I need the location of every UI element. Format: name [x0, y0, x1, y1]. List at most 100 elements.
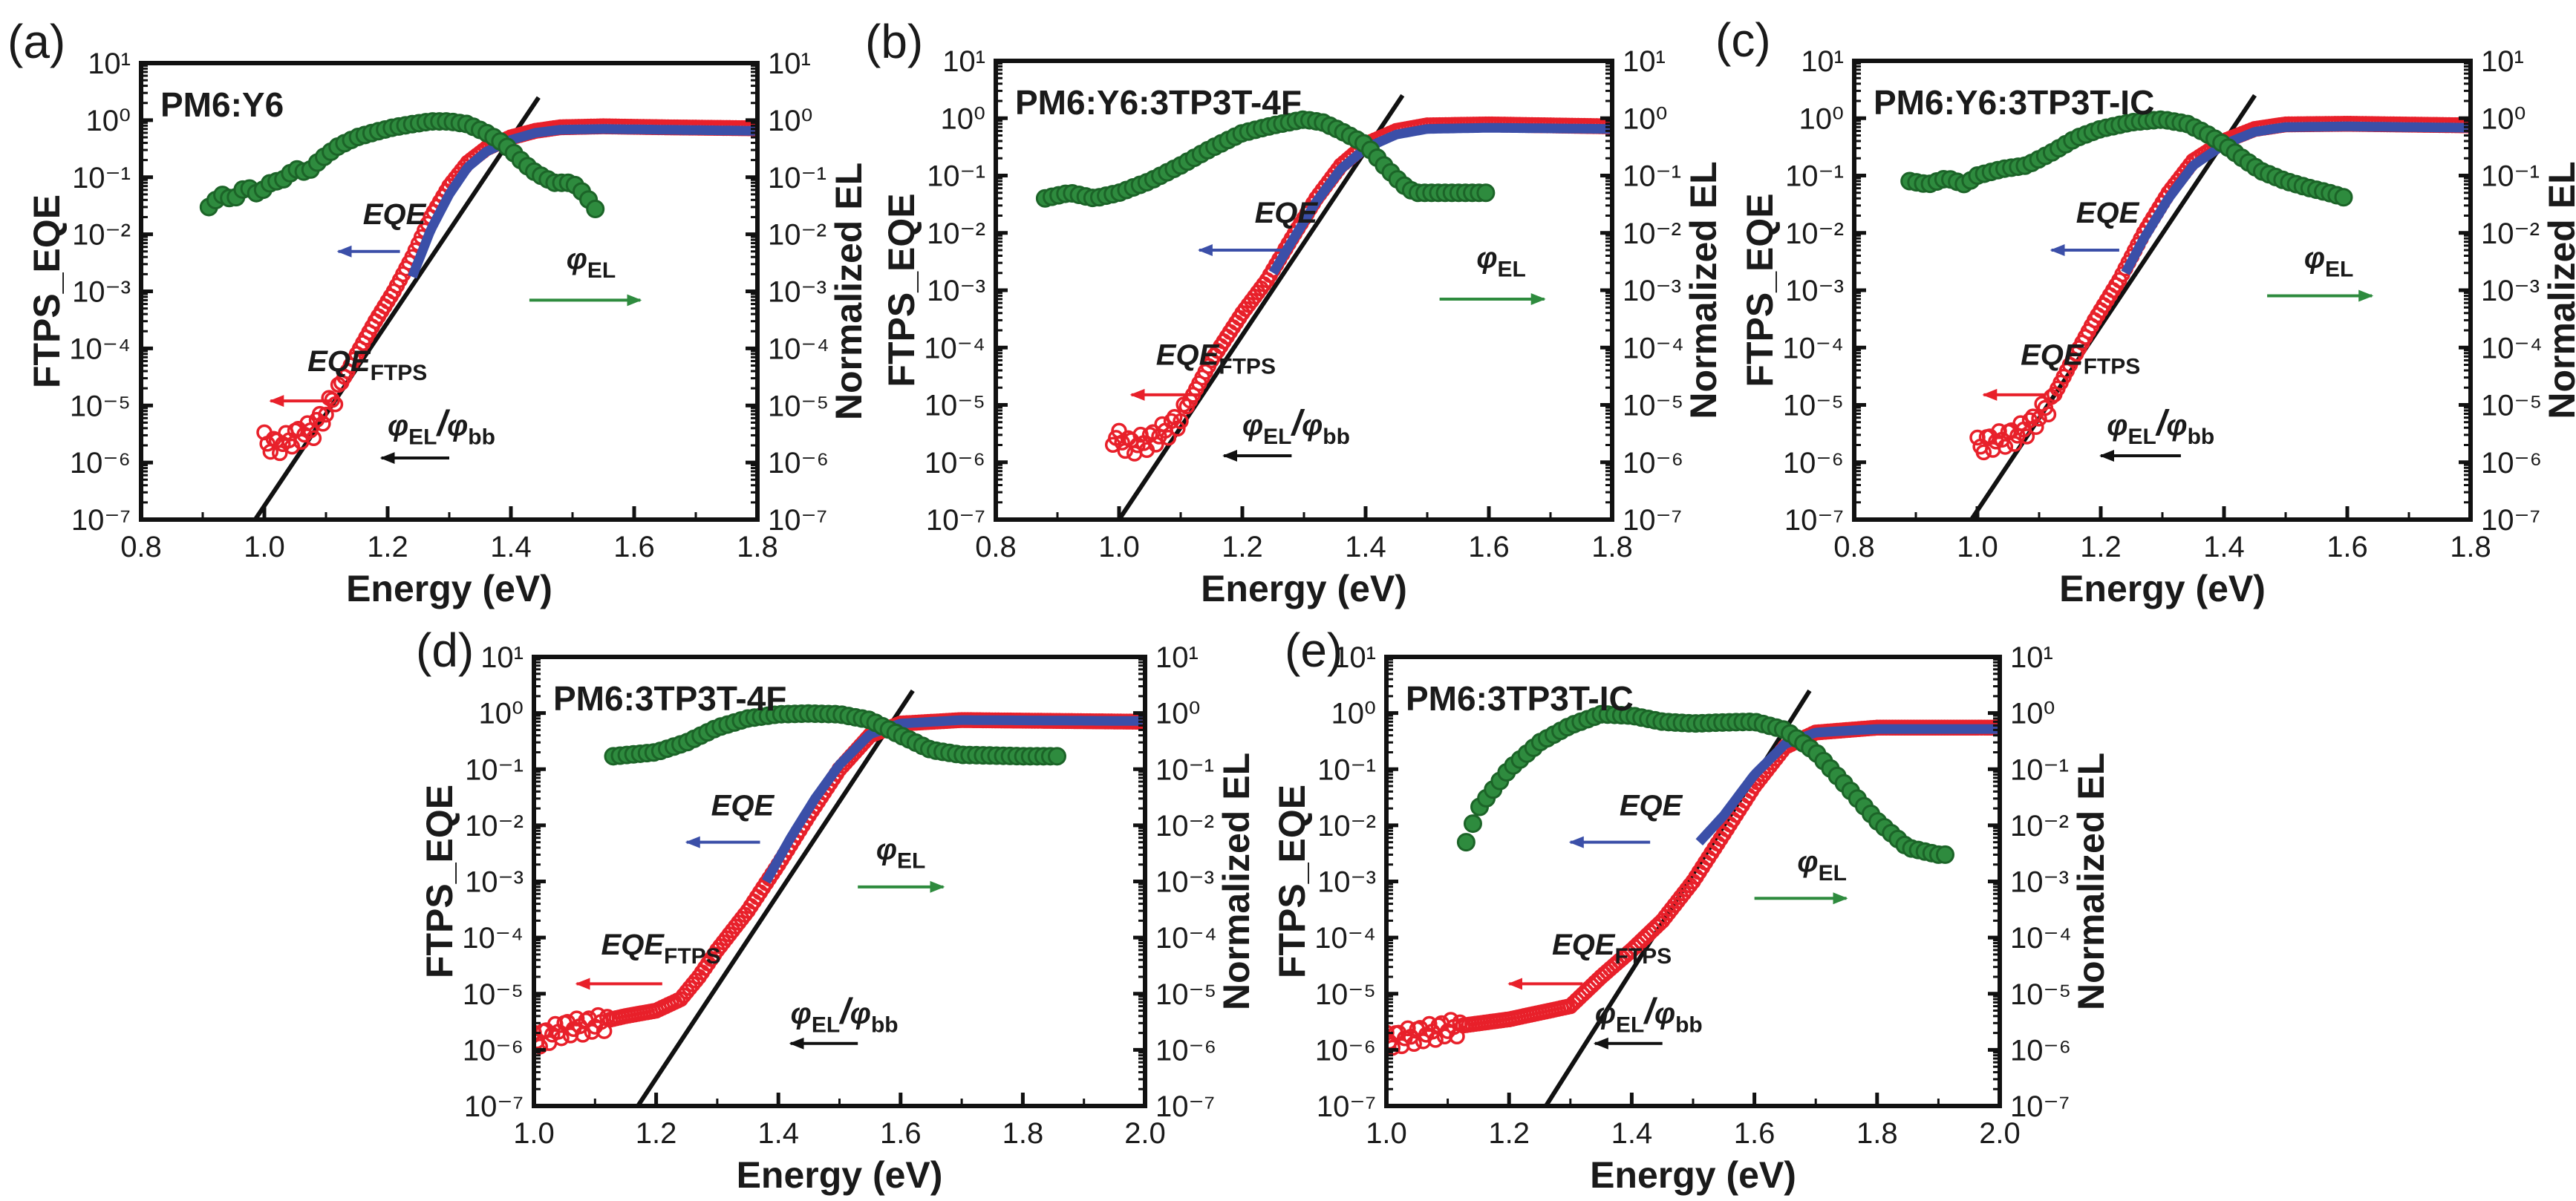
y-tick-label: 10⁻²: [465, 810, 524, 842]
y-tick-label: 10⁻²: [1317, 810, 1376, 842]
eqe-ftps-point: [2028, 419, 2044, 435]
annotation: φEL /φbb: [1222, 404, 1350, 462]
y-tick-label: 10⁻³: [465, 866, 524, 899]
y-tick-label-right: 10⁻⁷: [1155, 1090, 1215, 1123]
annotation-text: /: [2155, 404, 2170, 443]
y-tick-label: 10⁻¹: [72, 162, 131, 194]
annotation-label: φEL: [1476, 241, 1525, 281]
annotation-label: EQE: [711, 790, 775, 822]
y-tick-label-right: 10⁻⁵: [2481, 390, 2542, 422]
y-tick-label-right: 10⁻⁴: [1623, 332, 1684, 364]
annotation-text: EQE: [1156, 339, 1220, 372]
y-tick-label: 10⁻²: [72, 219, 131, 252]
y-tick-label-right: 10⁰: [2010, 698, 2055, 730]
x-tick-label: 1.0: [1957, 531, 1998, 563]
x-tick-label: 0.8: [1833, 531, 1875, 563]
annotation-text: φ: [850, 997, 871, 1030]
y-tick-label: 10⁻⁵: [463, 978, 524, 1011]
y-tick-label: 10⁰: [478, 698, 524, 730]
y-tick-label-right: 10⁻²: [768, 219, 826, 252]
x-tick-label: 1.8: [1002, 1117, 1044, 1150]
y-tick-label-right: 10⁻⁶: [1623, 447, 1683, 480]
annotation-text: φ: [2107, 409, 2127, 442]
y-tick-label-right: 10¹: [2010, 641, 2053, 674]
x-tick-label: 1.0: [1366, 1117, 1407, 1150]
y-tick-label-right: 10⁻²: [1623, 217, 1681, 250]
annotation-text: /: [1643, 992, 1658, 1031]
el-point: [1476, 183, 1496, 203]
x-axis-title: Energy (eV): [737, 1154, 943, 1196]
annotation-text: φ: [791, 997, 812, 1030]
y-axis-title: FTPS_EQE: [26, 194, 68, 388]
eqe-ftps-point: [2018, 428, 2035, 445]
y-tick-label-right: 10⁻⁶: [768, 447, 829, 480]
y-tick-label-right: 10⁰: [2481, 102, 2526, 135]
panel-b: (b) 10¹ 10¹ 10⁰ 10⁰ 10⁻¹ 10⁻¹ 10⁻² 10⁻² 10⁻³ 10⁻³ 1…: [865, 15, 1724, 609]
panel-c: (c) 10¹ 10¹ 10⁰ 10⁰ 10⁻¹ 10⁻¹ 10⁻² 10⁻² 10⁻³ 10⁻³ 1…: [1715, 13, 2576, 609]
y-tick-label-right: 10⁻³: [1623, 275, 1681, 307]
eqe-ftps-point: [318, 406, 334, 423]
y-tick-label: 10⁻¹: [1785, 160, 1844, 193]
annotation: EQEFTPS: [1507, 929, 1672, 990]
x-tick-label: 1.6: [880, 1117, 922, 1150]
annotation-subscript: EL: [1263, 425, 1291, 449]
eqe-ftps-point: [1975, 444, 1992, 461]
annotation-text: EQE: [2021, 339, 2084, 372]
eqe-ftps-point: [2040, 406, 2057, 422]
y-tick-label-right: 10⁻⁷: [2481, 504, 2540, 537]
y-tick-label-right: 10⁰: [1623, 102, 1668, 135]
x-tick-label: 1.8: [737, 531, 778, 563]
x-tick-label: 2.0: [1124, 1117, 1166, 1150]
y-tick-label: 10⁻⁶: [1315, 1034, 1376, 1067]
annotation-label: EQE: [2076, 197, 2140, 229]
y-tick-label: 10⁻⁵: [1315, 978, 1376, 1011]
annotation-label: EQE: [1620, 790, 1683, 822]
y-axis-title-right: Normalized EL: [1683, 161, 1724, 419]
annotation-label: EQEFTPS: [307, 345, 427, 385]
y-tick-label-right: 10⁻²: [1155, 810, 1214, 842]
x-tick-label: 1.4: [757, 1117, 799, 1150]
annotation-label: EQE: [1255, 197, 1319, 229]
annotation-subscript: FTPS: [1219, 355, 1276, 379]
annotation: φEL: [2267, 241, 2374, 302]
annotation-text: EQE: [363, 198, 427, 231]
eqe-ftps-point: [311, 405, 328, 422]
y-tick-label: 10⁻⁷: [926, 504, 985, 537]
annotation-text: φ: [1302, 409, 1323, 442]
annotation: EQE: [2050, 197, 2140, 257]
y-tick-label-right: 10⁻¹: [768, 162, 826, 194]
eqe-ftps-point: [305, 430, 322, 447]
annotation-text: EQE: [1552, 929, 1616, 961]
y-tick-label: 10⁻⁵: [925, 390, 985, 422]
plot-area: [1386, 689, 2000, 1106]
y-tick-label: 10¹: [942, 45, 985, 78]
x-tick-label: 1.4: [1345, 531, 1386, 563]
sample-title: PM6:3TP3T-4F: [553, 679, 786, 718]
annotation-label: φEL: [567, 243, 616, 283]
x-tick-label: 1.8: [1591, 531, 1633, 563]
y-axis-title-right: Normalized EL: [2070, 753, 2112, 1010]
annotation-text: EQE: [2076, 197, 2140, 229]
annotation-subscript: EL: [1616, 1012, 1644, 1037]
y-axis-title: FTPS_EQE: [1271, 785, 1313, 978]
y-tick-label-right: 10⁻³: [2010, 866, 2069, 899]
y-tick-label: 10⁻⁴: [924, 332, 985, 364]
y-tick-label: 10⁰: [1799, 102, 1844, 135]
annotation-label: φEL: [2304, 241, 2354, 281]
annotation: φEL /φbb: [379, 404, 495, 465]
y-tick-label: 10¹: [480, 641, 524, 674]
el-point: [1456, 833, 1476, 852]
annotation: φEL: [1754, 845, 1848, 905]
sample-title: PM6:Y6:3TP3T-4F: [1015, 83, 1302, 122]
y-tick-label: 10⁻¹: [927, 160, 985, 193]
annotation-subscript: FTPS: [664, 944, 721, 969]
annotation-text: /: [1291, 404, 1305, 443]
annotation-text: EQE: [601, 929, 665, 961]
y-tick-label-right: 10⁻⁴: [2481, 332, 2543, 364]
y-tick-label-right: 10⁻⁴: [2010, 922, 2072, 955]
annotation-subscript: EL: [408, 425, 437, 449]
x-tick-label: 1.8: [2450, 531, 2491, 563]
y-tick-label: 10⁻³: [927, 275, 985, 307]
plot-area: [1035, 94, 1612, 520]
